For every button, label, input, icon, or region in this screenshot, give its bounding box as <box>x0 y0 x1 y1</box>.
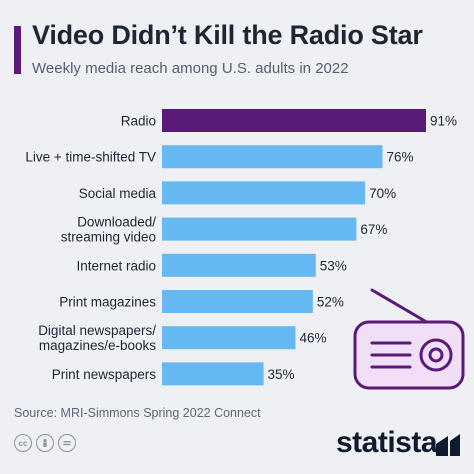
category-label: Social media <box>79 186 157 201</box>
category-label: Downloaded/streaming video <box>61 215 157 245</box>
source-note: Source: MRI-Simmons Spring 2022 Connect <box>14 406 261 420</box>
category-label: Radio <box>121 114 156 129</box>
bar <box>162 326 296 350</box>
value-label: 67% <box>360 222 387 237</box>
bar <box>162 290 313 313</box>
radio-icon <box>353 288 465 390</box>
bar <box>162 217 357 241</box>
value-label: 70% <box>369 186 396 201</box>
value-label: 91% <box>430 114 457 129</box>
bar <box>162 145 383 169</box>
chart-title: Video Didn’t Kill the Radio Star <box>32 20 423 50</box>
statista-logo: statista <box>336 426 438 459</box>
bar-chart: Radio 91% Live + time-shifted TV 76% Social … <box>25 109 465 390</box>
equals-icon <box>58 434 76 452</box>
chart-subtitle: Weekly media reach among U.S. adults in … <box>32 60 349 77</box>
title-accent-bar <box>14 26 21 74</box>
statista-logo-mark-icon <box>436 434 460 456</box>
category-label: Internet radio <box>76 258 156 273</box>
bar <box>162 253 316 277</box>
value-label: 53% <box>320 258 347 273</box>
cc-icon: cc <box>14 434 32 452</box>
value-label: 76% <box>386 150 413 165</box>
category-label: Live + time-shifted TV <box>25 150 156 165</box>
value-label: 46% <box>299 331 326 346</box>
value-label: 52% <box>317 295 344 310</box>
category-label: Digital newspapers/magazines/e-books <box>38 323 156 353</box>
bar <box>162 181 366 205</box>
bar <box>162 362 264 386</box>
category-label: Print newspapers <box>52 367 157 382</box>
person-icon <box>36 434 54 452</box>
bar <box>162 109 426 132</box>
license-icons: cc <box>14 434 76 452</box>
value-label: 35% <box>268 367 295 382</box>
category-label: Print magazines <box>59 295 156 310</box>
